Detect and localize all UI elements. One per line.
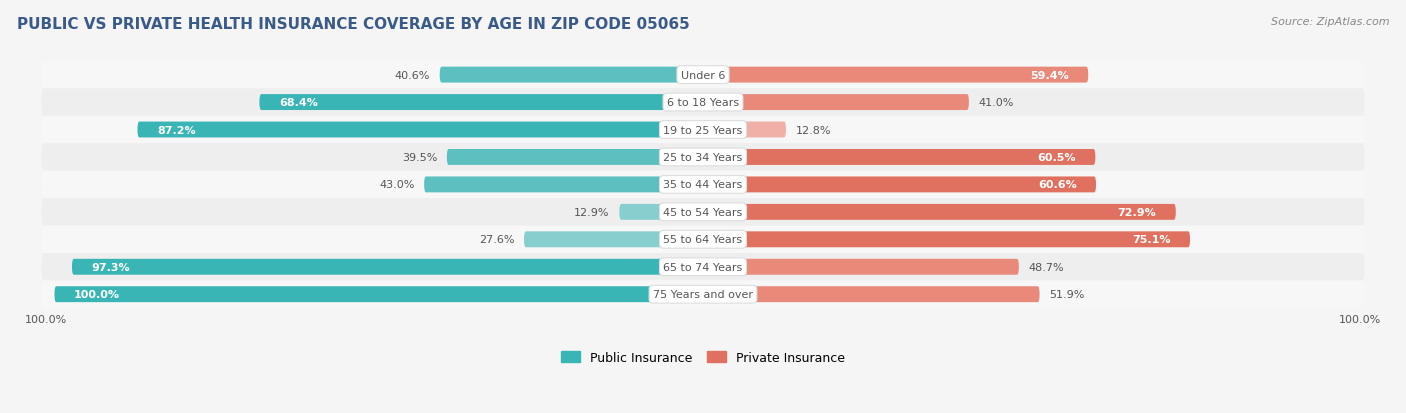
FancyBboxPatch shape	[42, 144, 1364, 171]
FancyBboxPatch shape	[42, 226, 1364, 254]
FancyBboxPatch shape	[138, 122, 703, 138]
FancyBboxPatch shape	[703, 95, 969, 111]
FancyBboxPatch shape	[703, 287, 1039, 302]
FancyBboxPatch shape	[440, 67, 703, 83]
Text: 19 to 25 Years: 19 to 25 Years	[664, 125, 742, 135]
FancyBboxPatch shape	[42, 281, 1364, 308]
Text: 100.0%: 100.0%	[1339, 314, 1381, 324]
FancyBboxPatch shape	[55, 287, 703, 302]
Text: 87.2%: 87.2%	[157, 125, 195, 135]
FancyBboxPatch shape	[42, 116, 1364, 144]
Text: 43.0%: 43.0%	[380, 180, 415, 190]
FancyBboxPatch shape	[42, 199, 1364, 226]
Text: 75 Years and over: 75 Years and over	[652, 290, 754, 299]
Text: 100.0%: 100.0%	[75, 290, 120, 299]
FancyBboxPatch shape	[447, 150, 703, 166]
Text: 41.0%: 41.0%	[979, 98, 1014, 108]
FancyBboxPatch shape	[42, 171, 1364, 199]
Text: 68.4%: 68.4%	[278, 98, 318, 108]
FancyBboxPatch shape	[42, 62, 1364, 89]
FancyBboxPatch shape	[42, 254, 1364, 281]
FancyBboxPatch shape	[259, 95, 703, 111]
Text: 51.9%: 51.9%	[1049, 290, 1084, 299]
FancyBboxPatch shape	[619, 204, 703, 220]
Text: 55 to 64 Years: 55 to 64 Years	[664, 235, 742, 245]
FancyBboxPatch shape	[703, 204, 1175, 220]
Text: 12.9%: 12.9%	[574, 207, 610, 217]
FancyBboxPatch shape	[72, 259, 703, 275]
Text: 48.7%: 48.7%	[1029, 262, 1064, 272]
Text: 100.0%: 100.0%	[25, 314, 67, 324]
Text: 97.3%: 97.3%	[91, 262, 129, 272]
Text: PUBLIC VS PRIVATE HEALTH INSURANCE COVERAGE BY AGE IN ZIP CODE 05065: PUBLIC VS PRIVATE HEALTH INSURANCE COVER…	[17, 17, 689, 31]
Text: 12.8%: 12.8%	[796, 125, 831, 135]
Text: 45 to 54 Years: 45 to 54 Years	[664, 207, 742, 217]
FancyBboxPatch shape	[42, 89, 1364, 116]
FancyBboxPatch shape	[703, 259, 1019, 275]
Legend: Public Insurance, Private Insurance: Public Insurance, Private Insurance	[561, 351, 845, 364]
FancyBboxPatch shape	[703, 177, 1097, 193]
Text: 75.1%: 75.1%	[1132, 235, 1171, 245]
Text: 65 to 74 Years: 65 to 74 Years	[664, 262, 742, 272]
FancyBboxPatch shape	[425, 177, 703, 193]
Text: 40.6%: 40.6%	[395, 71, 430, 81]
Text: 72.9%: 72.9%	[1118, 207, 1156, 217]
Text: Under 6: Under 6	[681, 71, 725, 81]
Text: 35 to 44 Years: 35 to 44 Years	[664, 180, 742, 190]
FancyBboxPatch shape	[524, 232, 703, 248]
Text: 6 to 18 Years: 6 to 18 Years	[666, 98, 740, 108]
FancyBboxPatch shape	[703, 232, 1189, 248]
Text: 59.4%: 59.4%	[1031, 71, 1069, 81]
Text: 39.5%: 39.5%	[402, 152, 437, 163]
Text: 25 to 34 Years: 25 to 34 Years	[664, 152, 742, 163]
Text: 27.6%: 27.6%	[479, 235, 515, 245]
Text: 60.6%: 60.6%	[1038, 180, 1077, 190]
Text: Source: ZipAtlas.com: Source: ZipAtlas.com	[1271, 17, 1389, 26]
FancyBboxPatch shape	[703, 150, 1095, 166]
Text: 60.5%: 60.5%	[1038, 152, 1076, 163]
FancyBboxPatch shape	[703, 122, 786, 138]
FancyBboxPatch shape	[703, 67, 1088, 83]
